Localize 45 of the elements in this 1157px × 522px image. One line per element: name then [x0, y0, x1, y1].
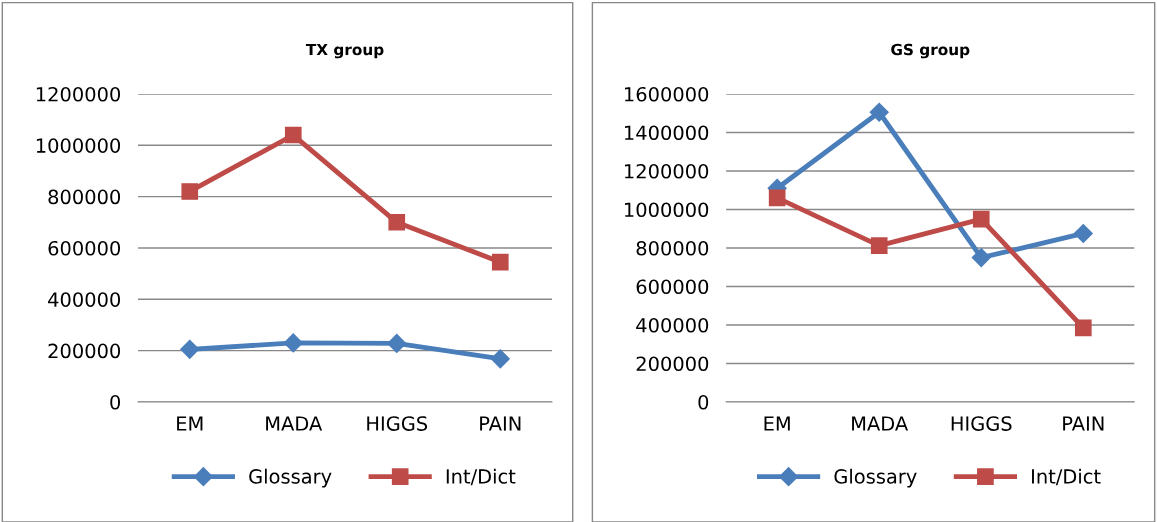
y-tick-label: 1200000: [36, 86, 121, 102]
x-tick-label: PAIN: [480, 416, 521, 431]
point: [1074, 319, 1092, 337]
y-tick-label: 800000: [636, 240, 709, 256]
y-tick-label: 1200000: [625, 163, 709, 179]
y-tick-label: 1400000: [625, 125, 709, 141]
point: [869, 102, 889, 122]
x-tick-label: MADA: [266, 416, 323, 431]
y-tick-label: 0: [110, 394, 121, 410]
x-tick-label: EM: [177, 416, 203, 431]
y-tick-label: 1000000: [625, 202, 709, 218]
y-tick-label: 200000: [636, 356, 709, 372]
point: [387, 333, 407, 353]
point: [491, 253, 509, 271]
legend-label: Int/Dict: [446, 468, 516, 486]
point: [388, 213, 406, 231]
y-tick-label: 0: [698, 394, 709, 410]
point: [768, 189, 786, 207]
chart-title: GS group: [891, 43, 970, 59]
y-tick-label: 400000: [48, 292, 121, 307]
point: [490, 349, 510, 369]
legend-label: Glossary: [249, 468, 332, 488]
x-tick-label: PAIN: [1063, 416, 1104, 431]
point: [972, 210, 990, 228]
point: [283, 333, 303, 353]
y-tick-label: 400000: [636, 317, 709, 333]
y-tick-label: 600000: [48, 240, 121, 256]
point: [870, 237, 888, 254]
chart-title: TX group: [305, 43, 384, 59]
x-tick-label: EM: [764, 416, 790, 431]
point: [1073, 223, 1093, 244]
point: [284, 126, 302, 144]
point: [180, 339, 200, 359]
legend-label: Glossary: [834, 468, 917, 488]
y-tick-label: 200000: [48, 343, 121, 359]
point: [181, 183, 199, 200]
x-tick-label: HIGGS: [951, 416, 1012, 431]
y-tick-label: 1000000: [36, 138, 121, 153]
y-tick-label: 600000: [636, 279, 709, 295]
point: [971, 248, 991, 268]
y-tick-label: 1600000: [625, 86, 709, 102]
legend-label: Int/Dict: [1032, 468, 1101, 486]
y-tick-label: 800000: [48, 189, 121, 205]
x-tick-label: HIGGS: [367, 416, 428, 431]
x-tick-label: MADA: [852, 416, 909, 431]
